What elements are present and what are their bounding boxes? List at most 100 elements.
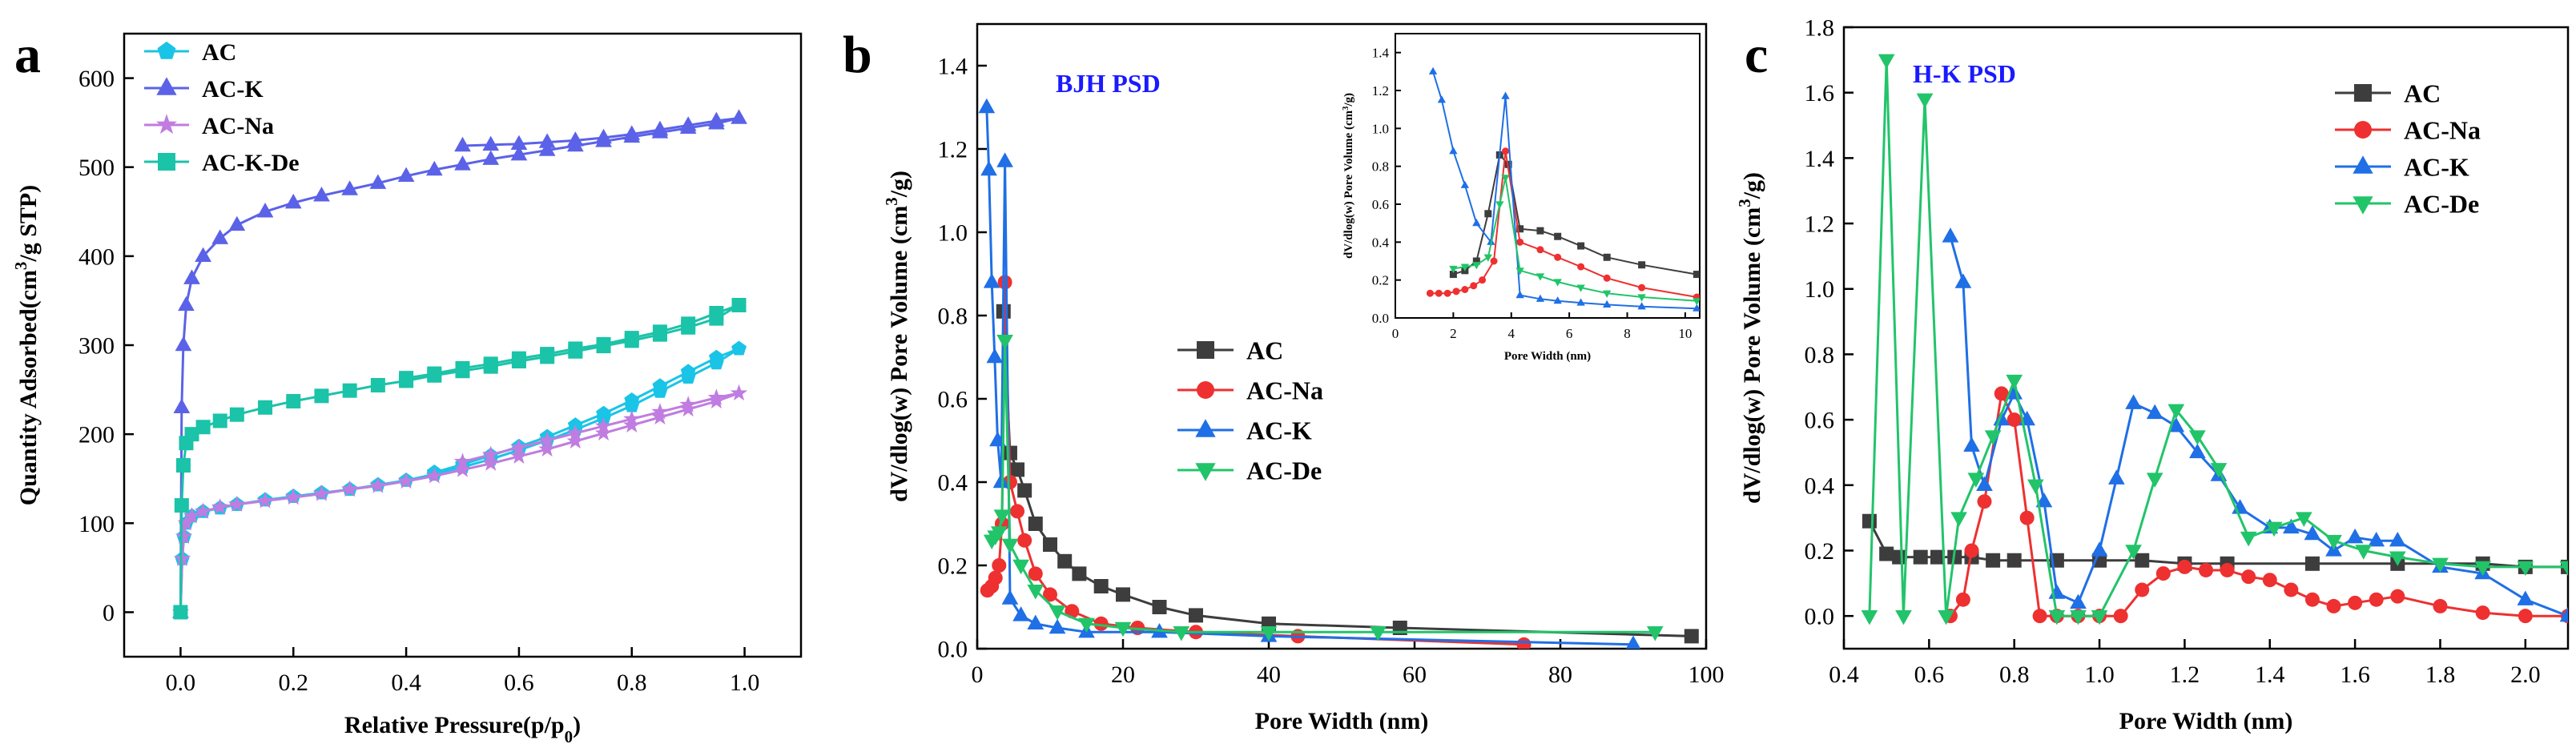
- y-axis-label: Quantity Adsorbed(cm3/g STP): [11, 185, 42, 506]
- data-point-ac-k: [1553, 296, 1562, 304]
- data-point-ac-de: [2474, 561, 2491, 577]
- data-point-ac: [1603, 253, 1611, 261]
- data-point-ac-k: [397, 167, 415, 183]
- data-point-ac-k: [2189, 443, 2206, 459]
- legend-marker-ac-na: [2354, 121, 2372, 139]
- x-tick-label: 0.0: [166, 670, 196, 696]
- data-point-ac-de: [1895, 609, 1912, 625]
- data-point-ac-na: [482, 445, 500, 462]
- data-point-ac-k-de: [709, 305, 724, 320]
- legend-item-ac-de: AC-De: [1177, 456, 1322, 485]
- data-point-ac: [652, 378, 668, 393]
- annotation-label: BJH PSD: [1056, 69, 1161, 98]
- series-ac-de: [983, 335, 1664, 641]
- data-point-ac: [1892, 549, 1907, 565]
- data-point-ac-k: [1637, 302, 1646, 310]
- data-point-ac-de: [1049, 605, 1066, 621]
- data-point-ac: [1930, 549, 1945, 565]
- legend-label-ac-na: AC-Na: [2404, 116, 2481, 145]
- legend-label-ac-k: AC-K: [202, 76, 264, 103]
- data-point-ac-k: [2091, 541, 2108, 557]
- data-point-ac-de: [1576, 284, 1585, 292]
- legend-marker-ac: [2354, 84, 2372, 102]
- data-point-ac-na: [183, 507, 201, 524]
- y-tick-label: 0.8: [1805, 342, 1835, 368]
- y-tick-label: 1.4: [938, 54, 968, 80]
- data-point-ac-de: [1495, 201, 1504, 209]
- y-tick-label: 0.4: [938, 470, 968, 497]
- data-point-ac-na: [1964, 543, 1979, 558]
- data-point-ac-de: [996, 335, 1013, 350]
- data-point-ac-k: [2283, 518, 2300, 534]
- data-point-ac: [1057, 553, 1073, 569]
- legend-label-ac: AC: [1246, 336, 1283, 365]
- data-point-ac-k: [651, 120, 669, 136]
- data-point-ac: [2304, 556, 2320, 571]
- data-point-ac-k-de: [174, 498, 189, 513]
- data-point-ac-na: [1502, 147, 1510, 155]
- x-axis-label: Pore Width (nm): [1504, 350, 1591, 363]
- data-point-ac-na: [594, 416, 613, 434]
- legend-marker-ac: [1197, 341, 1214, 359]
- data-point-ac-k: [986, 348, 1004, 364]
- data-point-ac-na: [1977, 494, 1992, 509]
- data-point-ac-k: [510, 135, 528, 151]
- legend-item-ac-na: AC-Na: [144, 113, 274, 139]
- data-point-ac-k-de: [258, 400, 273, 415]
- data-point-ac: [1536, 227, 1544, 235]
- data-point-ac-de: [2210, 463, 2228, 478]
- legend-item-ac-na: AC-Na: [2335, 116, 2481, 145]
- series-line-ac-de: [1453, 176, 1697, 302]
- data-point-ac: [1638, 261, 1646, 269]
- data-point-ac-k: [679, 116, 697, 131]
- data-point-ac-k: [2304, 525, 2321, 541]
- data-point-ac-k-de: [370, 378, 385, 393]
- legend-item-ac-de: AC-De: [2335, 190, 2479, 219]
- legend-item-ac-k: AC-K: [2335, 153, 2469, 182]
- data-point-ac-na: [453, 452, 472, 469]
- y-axis-label-end: /g): [886, 171, 912, 198]
- x-tick-label: 0: [972, 662, 984, 688]
- y-tick-label: 0: [103, 600, 115, 626]
- data-point-ac-k: [1449, 147, 1458, 155]
- series-ac: [173, 340, 747, 619]
- data-point-ac-de: [1916, 93, 1934, 109]
- data-point-ac-na: [651, 403, 669, 420]
- data-point-ac-na: [175, 527, 193, 545]
- panel-letter-c: c: [1745, 26, 1768, 84]
- data-point-ac-na: [2475, 605, 2490, 621]
- x-tick-label: 2: [1450, 326, 1457, 341]
- data-point-ac-na: [2113, 609, 2128, 624]
- y-tick-label: 200: [78, 422, 115, 448]
- data-point-ac-k-de: [455, 360, 470, 376]
- y-tick-label: 300: [78, 333, 115, 360]
- data-point-ac-de: [2048, 609, 2066, 625]
- data-point-ac-k: [195, 247, 211, 263]
- data-point-ac: [1028, 517, 1043, 531]
- panel-letter-a: a: [14, 26, 41, 84]
- data-point-ac-de: [2125, 545, 2142, 560]
- x-tick-label: 0.6: [1914, 662, 1945, 688]
- data-point-ac-k: [173, 398, 191, 413]
- data-point-ac-k: [566, 131, 584, 147]
- data-point-ac: [1554, 232, 1562, 240]
- y-tick-label: 0.6: [1372, 197, 1389, 212]
- legend-marker-ac-k: [156, 77, 177, 95]
- panel-letter-b: b: [843, 26, 872, 84]
- legend-label-ac-de: AC-De: [1246, 456, 1322, 485]
- data-point-ac-na: [1955, 592, 1970, 607]
- data-point-ac-de: [1938, 609, 1954, 625]
- data-point-ac-de: [1001, 538, 1019, 554]
- data-point-ac: [709, 349, 724, 364]
- x-tick-label: 0.4: [391, 670, 421, 696]
- data-point-ac-de: [2027, 479, 2044, 495]
- data-point-ac-k: [623, 125, 641, 140]
- data-point-ac-na: [2019, 510, 2035, 525]
- data-point-ac-k-de: [681, 316, 696, 332]
- series-line-ac-k: [1432, 71, 1697, 310]
- x-tick-label: 0: [1392, 326, 1399, 341]
- y-tick-label: 0.8: [938, 304, 968, 330]
- data-point-ac-k: [341, 180, 359, 195]
- data-point-ac-k: [2107, 469, 2125, 485]
- data-point-ac-k: [983, 273, 1000, 288]
